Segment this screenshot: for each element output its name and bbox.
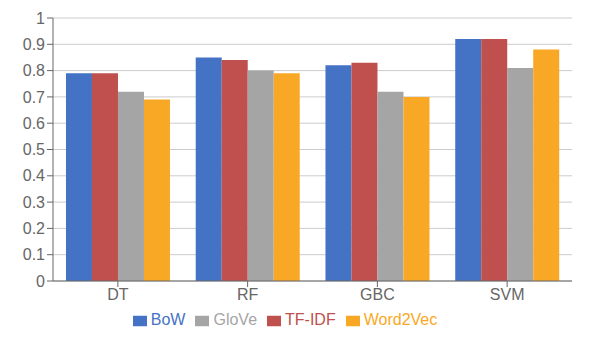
html-text:TF-IDF: TF-IDF: [285, 311, 336, 328]
svg-text:0.4: 0.4: [23, 167, 45, 184]
svg-text:0: 0: [36, 273, 45, 290]
html-text:GloVe: GloVe: [213, 311, 257, 328]
svg-text:0.8: 0.8: [23, 62, 45, 79]
svg-text:0.6: 0.6: [23, 115, 45, 132]
svg-text:RF: RF: [237, 286, 259, 303]
svg-text:0.3: 0.3: [23, 194, 45, 211]
html-text:BoW: BoW: [150, 311, 186, 328]
svg-text:0.1: 0.1: [23, 246, 45, 263]
svg-text:1: 1: [36, 10, 45, 27]
svg-text:0.2: 0.2: [23, 220, 45, 237]
svg-text:0.7: 0.7: [23, 89, 45, 106]
svg-text:0.5: 0.5: [23, 141, 45, 158]
html-text:Word2Vec: Word2Vec: [363, 311, 438, 328]
svg-text:DT: DT: [107, 286, 129, 303]
svg-text:GBC: GBC: [360, 286, 395, 303]
svg-text:0.9: 0.9: [23, 36, 45, 53]
svg-text:SVM: SVM: [490, 286, 525, 303]
